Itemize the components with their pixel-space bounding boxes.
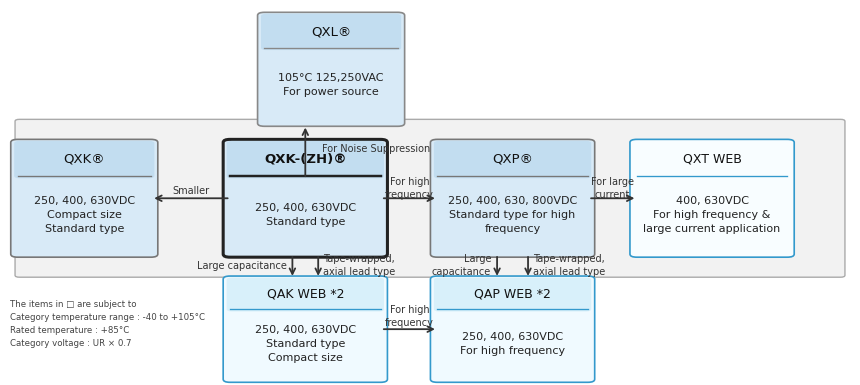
- Text: QXK®: QXK®: [64, 153, 105, 166]
- Text: QXK-(ZH)®: QXK-(ZH)®: [264, 153, 347, 166]
- Text: QXT WEB: QXT WEB: [683, 153, 741, 166]
- Text: QAP WEB *2: QAP WEB *2: [474, 288, 551, 301]
- Text: Large capacitance: Large capacitance: [196, 261, 286, 271]
- FancyBboxPatch shape: [15, 119, 845, 277]
- Text: The items in □ are subject to
Category temperature range : -40 to +105°C
Rated t: The items in □ are subject to Category t…: [10, 300, 206, 348]
- FancyBboxPatch shape: [430, 276, 595, 382]
- Text: 250, 400, 630, 800VDC
Standard type for high
frequency: 250, 400, 630, 800VDC Standard type for …: [448, 196, 577, 234]
- Text: 250, 400, 630VDC
For high frequency: 250, 400, 630VDC For high frequency: [460, 332, 565, 356]
- Text: Smaller: Smaller: [172, 186, 210, 196]
- Text: Tape-wrapped,
axial lead type: Tape-wrapped, axial lead type: [323, 254, 396, 277]
- FancyBboxPatch shape: [430, 139, 595, 257]
- Text: 400, 630VDC
For high frequency &
large current application: 400, 630VDC For high frequency & large c…: [643, 196, 781, 234]
- FancyBboxPatch shape: [223, 276, 387, 382]
- FancyBboxPatch shape: [633, 141, 791, 178]
- FancyBboxPatch shape: [226, 141, 384, 178]
- FancyBboxPatch shape: [261, 14, 401, 50]
- Text: For high
frequency: For high frequency: [385, 305, 433, 328]
- Text: For large
current: For large current: [591, 177, 634, 200]
- Text: For high
frequency: For high frequency: [385, 177, 433, 200]
- Text: QAK WEB *2: QAK WEB *2: [267, 288, 344, 301]
- Text: Tape-wrapped,
axial lead type: Tape-wrapped, axial lead type: [533, 254, 605, 277]
- FancyBboxPatch shape: [258, 12, 404, 126]
- Text: 105°C 125,250VAC
For power source: 105°C 125,250VAC For power source: [279, 74, 384, 97]
- FancyBboxPatch shape: [433, 141, 592, 178]
- FancyBboxPatch shape: [433, 278, 592, 311]
- Text: QXP®: QXP®: [492, 153, 533, 166]
- Text: For Noise Suppression: For Noise Suppression: [322, 144, 431, 154]
- Text: 250, 400, 630VDC
Standard type: 250, 400, 630VDC Standard type: [255, 203, 356, 227]
- FancyBboxPatch shape: [223, 139, 387, 257]
- Text: Large
capacitance: Large capacitance: [432, 254, 491, 277]
- Text: 250, 400, 630VDC
Standard type
Compact size: 250, 400, 630VDC Standard type Compact s…: [255, 325, 356, 363]
- FancyBboxPatch shape: [226, 278, 384, 311]
- Text: QXL®: QXL®: [311, 25, 351, 38]
- FancyBboxPatch shape: [11, 139, 158, 257]
- Text: 250, 400, 630VDC
Compact size
Standard type: 250, 400, 630VDC Compact size Standard t…: [34, 196, 135, 234]
- FancyBboxPatch shape: [630, 139, 795, 257]
- FancyBboxPatch shape: [15, 141, 155, 178]
